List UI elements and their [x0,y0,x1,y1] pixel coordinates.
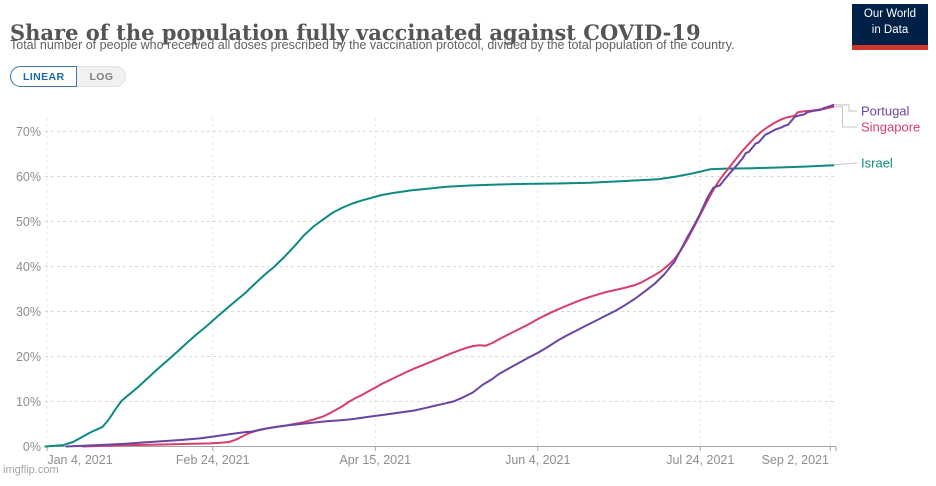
legend-label-israel[interactable]: Israel [861,156,893,171]
owid-logo-line2: in Data [871,23,909,36]
x-axis-tick-label: Apr 15, 2021 [339,453,411,467]
y-axis-tick-label: 70% [16,125,41,139]
chart-subtitle: Total number of people who received all … [10,38,735,52]
x-axis-tick-label: Jul 24, 2021 [666,453,734,467]
linear-button[interactable]: LINEAR [10,66,78,87]
series-line-singapore[interactable] [81,105,835,448]
legend-connector-singapore [835,106,857,128]
y-axis-tick-label: 20% [16,350,41,364]
owid-logo[interactable]: Our World in Data [852,4,928,50]
scale-toggle: LINEAR LOG [10,66,127,87]
y-axis-tick-label: 10% [16,395,41,409]
series-line-portugal[interactable] [65,103,835,448]
legend-label-portugal[interactable]: Portugal [861,104,910,119]
log-button[interactable]: LOG [77,66,127,87]
watermark: imgflip.com [3,464,59,476]
page-title: Share of the population fully vaccinated… [10,20,701,46]
series-line-israel[interactable] [44,164,835,448]
y-axis-tick-label: 50% [16,215,41,229]
y-axis-tick-label: 0% [23,440,41,454]
x-axis-tick-label: Sep 2, 2021 [762,453,829,467]
legend-connector-israel [834,162,858,166]
legend-connector-portugal [835,104,857,112]
y-axis-tick-label: 30% [16,305,41,319]
x-axis-tick-label: Jun 4, 2021 [505,453,570,467]
y-axis-tick-label: 60% [16,170,41,184]
x-axis-tick-label: Feb 24, 2021 [176,453,250,467]
y-axis-tick-label: 40% [16,260,41,274]
x-axis-tick-label: Jan 4, 2021 [47,453,112,467]
owid-logo-line1: Our World [863,8,917,20]
legend-label-singapore[interactable]: Singapore [861,120,920,135]
